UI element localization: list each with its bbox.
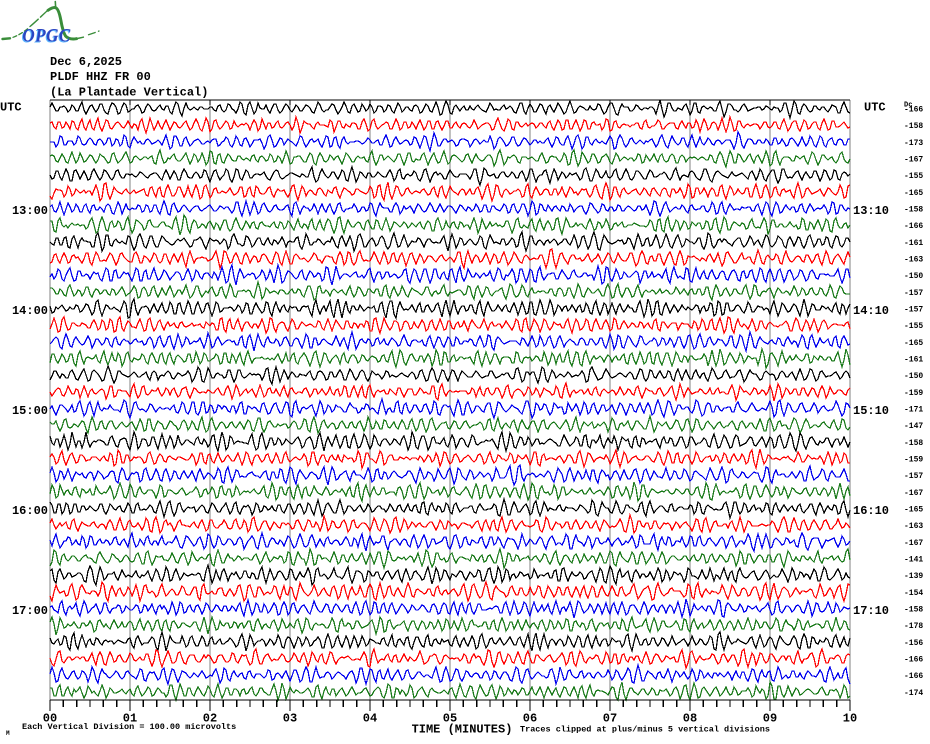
svg-text:OPGC: OPGC [21,26,70,47]
svg-text:-171: -171 [904,406,923,415]
svg-text:-158: -158 [904,439,923,448]
svg-text:-166: -166 [904,222,923,231]
svg-text:-165: -165 [904,506,923,515]
svg-text:01: 01 [123,712,137,726]
svg-text:-150: -150 [904,372,923,381]
svg-text:UTC: UTC [864,101,886,115]
svg-text:17:00: 17:00 [12,604,48,618]
svg-text:-166: -166 [904,672,923,681]
svg-text:10: 10 [843,712,857,726]
svg-text:16:10: 16:10 [853,504,889,518]
svg-text:14:00: 14:00 [12,304,48,318]
svg-text:-155: -155 [904,172,923,181]
svg-text:(La Plantade Vertical): (La Plantade Vertical) [50,86,208,100]
svg-text:-139: -139 [904,572,923,581]
svg-text:-173: -173 [904,139,923,148]
svg-text:15:00: 15:00 [12,404,48,418]
svg-text:-167: -167 [904,539,923,548]
svg-text:07: 07 [603,712,617,726]
svg-text:-147: -147 [904,422,923,431]
svg-text:14:10: 14:10 [853,304,889,318]
svg-text:PLDF HHZ FR 00: PLDF HHZ FR 00 [50,70,151,84]
svg-text:-161: -161 [904,356,923,365]
svg-text:UTC: UTC [0,101,22,115]
svg-text:17:10: 17:10 [853,604,889,618]
svg-text:M: M [6,730,10,737]
svg-text:Dec 6,2025: Dec 6,2025 [50,55,122,69]
svg-text:-141: -141 [904,556,923,565]
svg-text:-158: -158 [904,606,923,615]
svg-text:00: 00 [43,712,57,726]
svg-text:-157: -157 [904,306,923,315]
svg-text:13:10: 13:10 [853,204,889,218]
svg-text:-167: -167 [904,156,923,165]
svg-text:Traces clipped at plus/minus 5: Traces clipped at plus/minus 5 vertical … [520,725,770,735]
svg-text:-166: -166 [904,656,923,665]
svg-text:-159: -159 [904,456,923,465]
svg-text:-157: -157 [904,472,923,481]
svg-text:Each Vertical Division = 100.: Each Vertical Division = 100.00 microvol… [22,722,236,732]
svg-text:02: 02 [203,712,217,726]
svg-text:13:00: 13:00 [12,204,48,218]
svg-text:-165: -165 [904,189,923,198]
svg-text:TIME (MINUTES): TIME (MINUTES) [412,722,513,736]
svg-text:04: 04 [363,712,377,726]
svg-text:-156: -156 [904,639,923,648]
svg-text:15:10: 15:10 [853,404,889,418]
svg-text:-159: -159 [904,389,923,398]
svg-text:-158: -158 [904,122,923,131]
svg-text:16:00: 16:00 [12,504,48,518]
svg-text:-178: -178 [904,622,923,631]
svg-text:06: 06 [523,712,537,726]
svg-text:08: 08 [683,712,697,726]
svg-text:-150: -150 [904,272,923,281]
svg-text:-167: -167 [904,489,923,498]
svg-text:-161: -161 [904,239,923,248]
svg-text:-166: -166 [904,106,923,115]
svg-text:Dc: Dc [904,102,912,110]
svg-text:OPGC: OPGC [22,25,71,46]
svg-text:03: 03 [283,712,297,726]
svg-text:-154: -154 [904,589,923,598]
svg-text:-174: -174 [904,689,923,698]
svg-text:05: 05 [443,712,457,726]
svg-text:-158: -158 [904,206,923,215]
svg-text:-163: -163 [904,256,923,265]
svg-text:-165: -165 [904,339,923,348]
svg-text:09: 09 [763,712,777,726]
svg-text:-157: -157 [904,289,923,298]
svg-text:-155: -155 [904,322,923,331]
svg-text:-163: -163 [904,522,923,531]
